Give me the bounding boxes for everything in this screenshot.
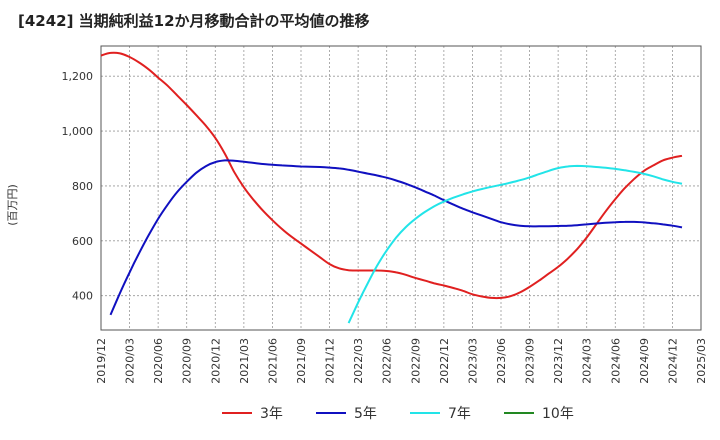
y-tick-label: 1,200: [62, 70, 94, 83]
series-line-5年: [109, 159, 683, 316]
x-tick-label: 2021/12: [324, 338, 337, 384]
y-tick-label: 1,000: [62, 125, 94, 138]
x-tick-label: 2022/06: [381, 338, 394, 384]
y-axis-label: (百万円): [6, 184, 19, 226]
y-tick-label: 400: [72, 290, 93, 303]
x-tick-label: 2022/09: [409, 338, 422, 384]
x-tick-label: 2025/03: [695, 338, 708, 384]
x-tick-label: 2020/12: [209, 338, 222, 384]
plot-area-border: [100, 45, 702, 331]
x-tick-label: 2021/09: [295, 338, 308, 384]
x-tick-label: 2022/03: [352, 338, 365, 384]
x-tick-label: 2024/12: [666, 338, 679, 384]
x-tick-label: 2021/06: [266, 338, 279, 384]
x-tick-label: 2024/09: [638, 338, 651, 384]
legend: 3年 5年 7年 10年: [222, 406, 574, 422]
chart-title: [4242] 当期純利益12か月移動合計の平均値の推移: [18, 12, 370, 30]
y-tick-label: 600: [72, 235, 93, 248]
x-tick-label: 2024/06: [609, 338, 622, 384]
y-axis-ticks: 400 600 800 1,000 1,200: [62, 70, 94, 303]
x-tick-label: 2023/03: [466, 338, 479, 384]
x-axis-ticks: 2019/12 2020/03 2020/06 2020/09 2020/12 2021/…: [95, 338, 708, 384]
x-tick-label: 2020/03: [124, 338, 137, 384]
series-lines: [100, 51, 683, 324]
x-tick-label: 2024/03: [581, 338, 594, 384]
legend-label: 3年: [260, 406, 283, 422]
series-line-3年: [100, 51, 683, 300]
x-tick-label: 2023/06: [495, 338, 508, 384]
series-line-7年: [347, 164, 683, 324]
x-tick-label: 2022/12: [438, 338, 451, 384]
legend-label: 5年: [354, 406, 377, 422]
x-tick-label: 2020/06: [152, 338, 165, 384]
x-tick-label: 2023/12: [552, 338, 565, 384]
y-tick-label: 800: [72, 180, 93, 193]
x-tick-label: 2023/09: [524, 338, 537, 384]
x-tick-label: 2021/03: [238, 338, 251, 384]
legend-label: 7年: [448, 406, 471, 422]
legend-label: 10年: [542, 406, 574, 422]
x-tick-label: 2020/09: [181, 338, 194, 384]
grid: [101, 46, 701, 330]
x-tick-label: 2019/12: [95, 338, 108, 384]
